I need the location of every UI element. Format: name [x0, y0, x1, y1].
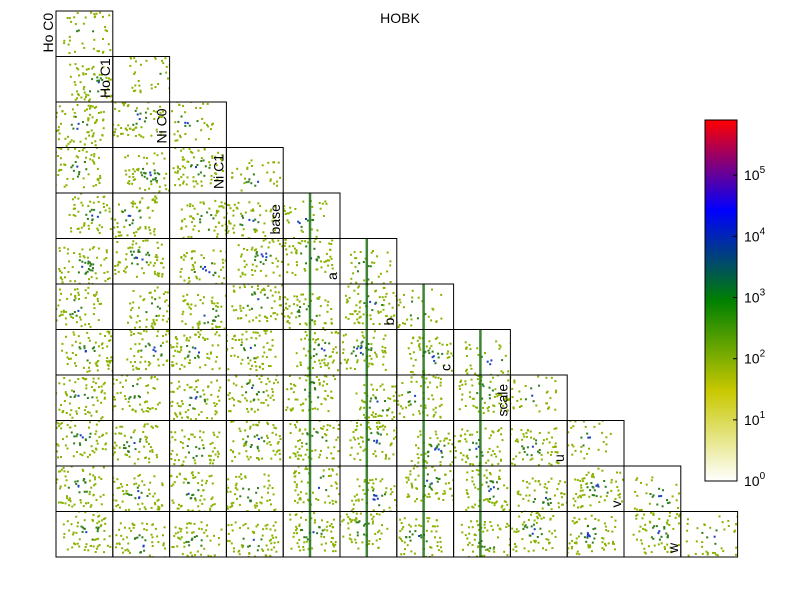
colorbar-tick-label: 104	[744, 226, 766, 244]
hist2d-panel-ho-c0-r1	[55, 465, 114, 512]
hist2d-panel-v-r1	[623, 465, 682, 512]
hist2d-panel-base-r5	[282, 283, 341, 330]
hist2d-panel-ni-c1-r5	[225, 283, 284, 330]
hist2d-panel-ho-c1-r10	[112, 56, 171, 103]
hist2d-panel-u-r2	[566, 420, 625, 467]
param-label-v: v	[608, 501, 624, 508]
hist2d-panel-ni-c0-r2	[169, 420, 227, 467]
param-label-ho-c0: Ho C0	[40, 13, 56, 53]
hist2d-panel-ni-c1-r4	[225, 329, 284, 376]
hist2d-panel-ho-c0-r11	[55, 10, 114, 57]
hist2d-panel-ho-c0-r3	[55, 374, 114, 421]
hist2d-panel-a-r2	[339, 420, 398, 467]
hist2d-panel-c-r1	[453, 465, 511, 512]
parameter-labels: Ho C0 Ho C1 Ni C0 Ni C1 base a b c scale u v w	[40, 13, 681, 554]
hist2d-panel-ni-c1-r3	[225, 374, 284, 421]
hist2d-panel-ho-c1-r5	[112, 283, 171, 330]
hist2d-panel-b-r2	[396, 420, 455, 467]
param-label-ni-c1: Ni C1	[210, 154, 226, 189]
hist2d-panel-b-r1	[396, 465, 455, 512]
hist2d-panel-base-r4	[282, 329, 341, 376]
param-label-a: a	[324, 272, 340, 280]
param-label-u: u	[551, 454, 567, 462]
hist2d-panel-ho-c1-r4	[112, 329, 171, 376]
hist2d-panel-ni-c0-r5	[169, 283, 227, 330]
param-label-c: c	[438, 364, 454, 371]
hist2d-panel-ho-c1-r0	[112, 511, 171, 558]
hist2d-panel-ho-c0-r9	[55, 101, 114, 148]
colorbar-tick-label: 101	[744, 410, 766, 428]
hist2d-panel-base-r2	[282, 420, 341, 467]
hist2d-panel-scale-r0	[509, 511, 568, 558]
colorbar-tick-label: 105	[744, 165, 766, 183]
hist2d-panel-ni-c0-r3	[169, 374, 227, 421]
colorbar: 100 101 102 103 104 105	[704, 119, 766, 489]
param-label-scale: scale	[494, 384, 510, 417]
hist2d-panel-ni-c0-r1	[169, 465, 227, 512]
hist2d-panel-a-r4	[339, 329, 398, 376]
hist2d-panel-b-r5	[396, 283, 455, 330]
hist2d-panel-ho-c0-r6	[55, 238, 114, 285]
hist2d-panel-ho-c1-r7	[112, 192, 171, 239]
hist2d-panel-ni-c0-r0	[169, 511, 227, 558]
hist2d-panel-c-r4	[453, 329, 511, 376]
hist2d-panel-ho-c1-r6	[112, 238, 171, 285]
hist2d-panel-u-r0	[566, 511, 625, 558]
hist2d-panel-a-r5	[339, 283, 398, 330]
hist2d-panel-c-r3	[453, 374, 511, 421]
hist2d-panel-c-r2	[453, 420, 511, 467]
hist2d-panel-base-r7	[282, 192, 341, 239]
hist2d-panel-ni-c0-r9	[169, 101, 227, 148]
hist2d-panel-b-r0	[396, 511, 455, 558]
param-label-ni-c0: Ni C0	[154, 108, 170, 143]
hist2d-panel-ni-c1-r6	[225, 238, 284, 285]
hist2d-panel-c-r0	[453, 511, 511, 558]
param-label-ho-c1: Ho C1	[97, 58, 113, 98]
colorbar-tick-label: 100	[744, 471, 766, 489]
hist2d-panel-ni-c0-r4	[169, 329, 227, 376]
hist2d-panel-ni-c1-r2	[225, 420, 284, 467]
hist2d-panel-ni-c1-r8	[225, 147, 284, 194]
hist2d-panel-ho-c1-r2	[112, 420, 171, 467]
hist2d-panel-a-r0	[339, 511, 398, 558]
colorbar-tick-label: 102	[744, 349, 766, 367]
hist2d-panel-ho-c0-r7	[55, 192, 114, 239]
hist2d-panel-a-r1	[339, 465, 398, 512]
hist2d-panel-ho-c0-r4	[55, 329, 114, 376]
hist2d-panel-a-r6	[339, 238, 398, 285]
hist2d-panel-ni-c1-r1	[225, 465, 284, 512]
param-label-b: b	[381, 318, 397, 326]
hist2d-panel-base-r1	[282, 465, 341, 512]
hist2d-panel-ni-c1-r0	[225, 511, 284, 558]
hist2d-panel-ho-c1-r8	[112, 147, 171, 194]
hist2d-panel-ho-c0-r0	[55, 511, 114, 558]
hist2d-panel-ho-c0-r5	[55, 283, 114, 330]
colorbar-tick-label: 103	[744, 288, 766, 306]
hist2d-panel-ni-c0-r7	[169, 192, 227, 239]
hist2d-panel-base-r0	[282, 511, 341, 558]
hist2d-panel-ho-c1-r1	[112, 465, 171, 512]
hist2d-panel-a-r3	[339, 374, 398, 421]
param-label-base: base	[267, 204, 283, 235]
hist2d-panel-ho-c0-r8	[55, 147, 114, 194]
hist2d-panel-ho-c1-r3	[112, 374, 171, 421]
hist2d-panel-ho-c0-r2	[55, 420, 114, 467]
chart-title: HOBK	[380, 10, 420, 26]
param-label-w: w	[665, 542, 681, 554]
hist2d-panel-scale-r3	[509, 374, 568, 421]
hist2d-panel-ni-c0-r6	[169, 238, 227, 285]
hist2d-panel-b-r3	[396, 374, 455, 421]
colorbar-ticks: 100 101 102 103 104 105	[733, 165, 766, 489]
panel-grid	[55, 10, 739, 558]
colorbar-gradient	[704, 119, 738, 482]
hist2d-panel-base-r3	[282, 374, 341, 421]
hist2d-panel-w-r0	[680, 511, 739, 558]
hist2d-panel-scale-r1	[509, 465, 568, 512]
